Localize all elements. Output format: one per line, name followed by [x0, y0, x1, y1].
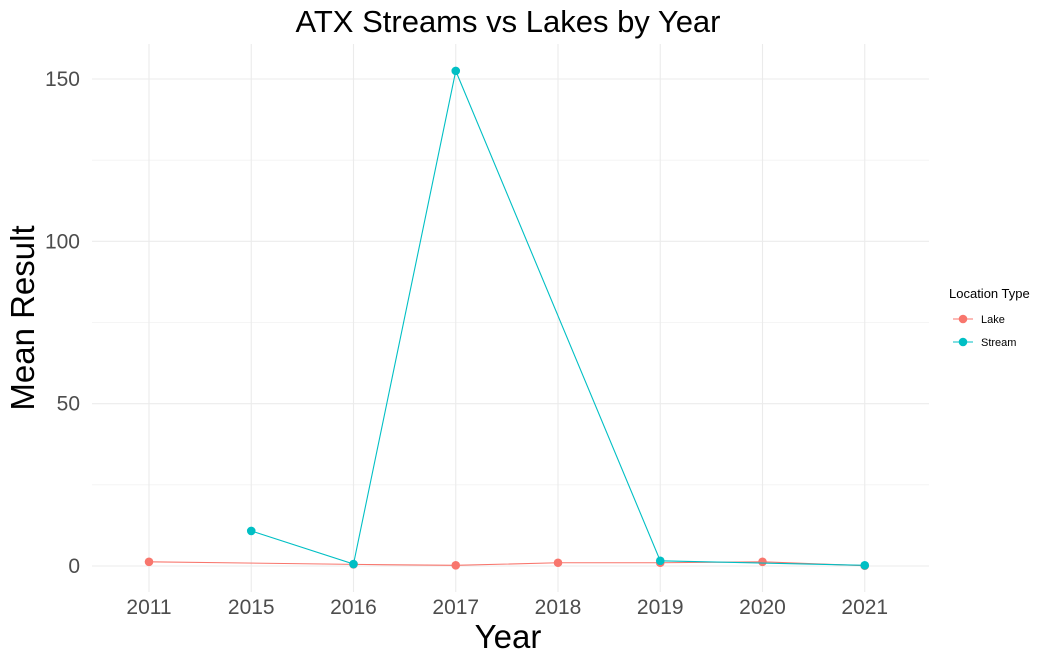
chart-title: ATX Streams vs Lakes by Year — [295, 4, 720, 39]
legend-key-point — [958, 314, 968, 324]
lake-data-point — [144, 557, 154, 567]
stream-data-point — [451, 66, 461, 76]
stream-data-point — [349, 559, 358, 569]
x-tick-label: 2015 — [228, 596, 275, 619]
y-axis-ticks: 0 50 100 150 — [45, 68, 80, 578]
legend-item-stream: Stream — [953, 337, 1016, 349]
legend: Location Type Lake Stream — [949, 286, 1030, 349]
x-tick-label: 2018 — [535, 596, 582, 619]
y-axis-title: Mean Result — [4, 225, 41, 410]
x-tick-label: 2011 — [126, 596, 171, 619]
y-tick-label: 150 — [45, 68, 80, 91]
x-tick-label: 2020 — [739, 596, 786, 619]
legend-key-point — [958, 337, 968, 347]
x-tick-label: 2017 — [432, 596, 479, 619]
y-tick-label: 50 — [57, 393, 80, 416]
stream-data-point — [246, 526, 256, 536]
legend-title: Location Type — [949, 286, 1030, 301]
lake-data-point — [758, 557, 767, 567]
stream-data-point — [655, 556, 665, 566]
lake-series-line — [148, 561, 865, 567]
minor-gridlines — [92, 159, 929, 486]
x-tick-label: 2019 — [637, 596, 684, 619]
x-tick-label: 2021 — [841, 596, 888, 619]
x-axis-title: Year — [475, 618, 542, 655]
series-layer — [144, 66, 870, 570]
lake-data-point — [553, 558, 563, 568]
y-tick-label: 0 — [68, 555, 80, 578]
major-gridlines — [92, 44, 929, 592]
legend-label: Stream — [981, 337, 1016, 349]
x-axis-ticks: 2011 2015 2016 2017 2018 2019 2020 2021 — [126, 596, 888, 619]
legend-item-lake: Lake — [953, 314, 1005, 326]
x-tick-label: 2016 — [330, 596, 377, 619]
lake-data-point — [451, 561, 461, 570]
y-tick-label: 100 — [45, 230, 80, 253]
stream-data-point — [860, 561, 870, 570]
legend-label: Lake — [981, 314, 1005, 326]
